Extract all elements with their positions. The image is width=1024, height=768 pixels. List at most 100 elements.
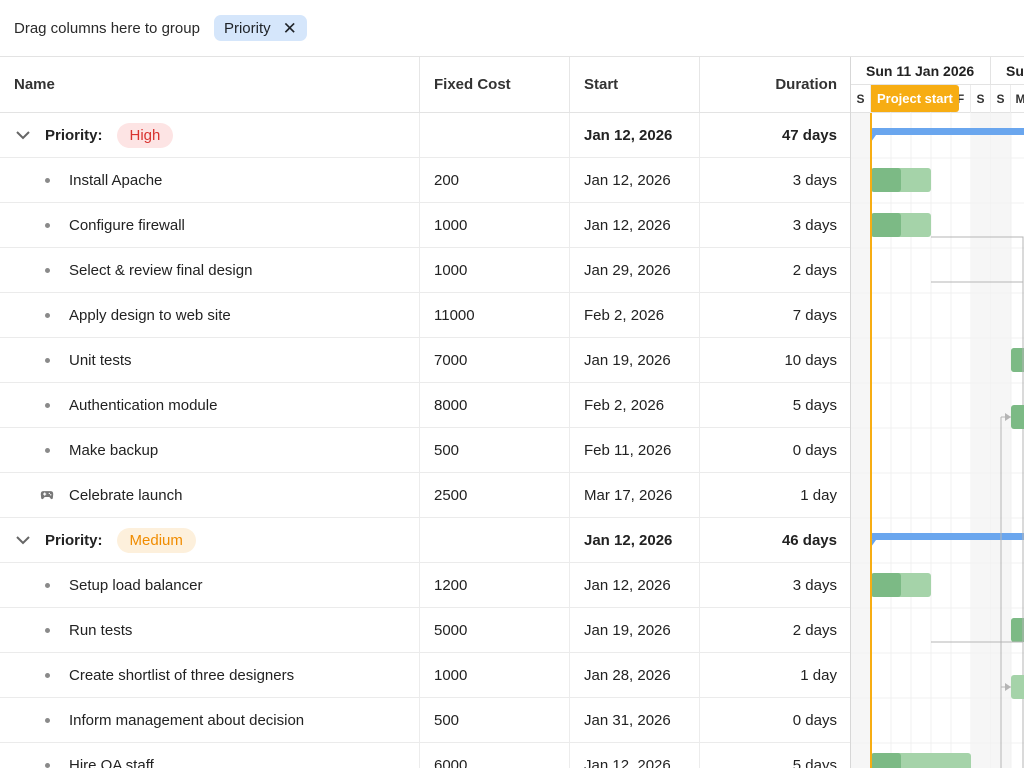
task-row[interactable]: Authentication module 8000 Feb 2, 2026 5 da… [0, 383, 850, 428]
start-cell[interactable]: Jan 28, 2026 [570, 653, 700, 697]
group-chip-priority[interactable]: Priority ✕ [213, 15, 307, 41]
task-row[interactable]: Create shortlist of three designers 1000 J… [0, 653, 850, 698]
fixed-cost-cell[interactable]: 7000 [420, 338, 570, 382]
task-row[interactable]: Run tests 5000 Jan 19, 2026 2 days [0, 608, 850, 653]
task-name-cell[interactable]: Create shortlist of three designers [0, 653, 420, 697]
duration-cell[interactable]: 5 days [792, 396, 837, 414]
fixed-cost-cell[interactable]: 8000 [420, 383, 570, 427]
task-name-cell[interactable]: Inform management about decision [0, 698, 420, 742]
task-bar-progress[interactable] [871, 753, 901, 768]
task-bar-progress[interactable] [871, 213, 901, 237]
start-cell[interactable]: Feb 2, 2026 [570, 383, 700, 427]
task-bar-progress[interactable] [1011, 618, 1024, 642]
fixed-cost-cell[interactable]: 11000 [420, 293, 570, 337]
fixed-cost-cell[interactable]: 1000 [420, 653, 570, 697]
task-bar-partial[interactable] [1011, 675, 1024, 699]
column-header-name[interactable]: Name [0, 57, 420, 112]
task-name-cell[interactable]: Unit tests [0, 338, 420, 382]
fixed-cost-cell[interactable]: 1200 [420, 563, 570, 607]
bullet-icon [40, 627, 54, 633]
start-cell[interactable]: Jan 29, 2026 [570, 248, 700, 292]
duration-cell[interactable]: 2 days [792, 261, 837, 279]
group-row[interactable]: Priority: High Jan 12, 2026 47 days [0, 113, 850, 158]
task-row[interactable]: Make backup 500 Feb 11, 2026 0 days [0, 428, 850, 473]
group-row[interactable]: Priority: Medium Jan 12, 2026 46 days [0, 518, 850, 563]
task-bar-partial[interactable] [1011, 405, 1024, 429]
timeline-day-label: S [991, 85, 1011, 113]
bullet-icon [40, 312, 54, 318]
duration-cell[interactable]: 2 days [792, 621, 837, 639]
task-name: Run tests [69, 621, 133, 639]
group-by-bar[interactable]: Drag columns here to group Priority ✕ [0, 0, 1024, 57]
task-name-cell[interactable]: Authentication module [0, 383, 420, 427]
task-row[interactable]: Setup load balancer 1200 Jan 12, 2026 3 day… [0, 563, 850, 608]
duration-cell[interactable]: 0 days [792, 711, 837, 729]
duration-cell[interactable]: 1 day [800, 666, 837, 684]
task-name-cell[interactable]: Run tests [0, 608, 420, 652]
fixed-cost-cell[interactable]: 1000 [420, 203, 570, 247]
dependency-arrow [1005, 413, 1011, 421]
start-cell[interactable]: Jan 31, 2026 [570, 698, 700, 742]
task-name-cell[interactable]: Configure firewall [0, 203, 420, 247]
task-name-cell[interactable]: Install Apache [0, 158, 420, 202]
column-header-start[interactable]: Start [570, 57, 700, 112]
timeline-day-label: M [1011, 85, 1024, 113]
task-row[interactable]: Inform management about decision 500 Jan 3… [0, 698, 850, 743]
start-cell[interactable]: Feb 2, 2026 [570, 293, 700, 337]
task-bar-progress[interactable] [1011, 348, 1024, 372]
summary-bar[interactable] [871, 533, 1024, 540]
fixed-cost-cell[interactable]: 2500 [420, 473, 570, 517]
task-name-cell[interactable]: Make backup [0, 428, 420, 472]
duration-cell[interactable]: 7 days [792, 306, 837, 324]
chevron-down-icon[interactable] [14, 535, 32, 545]
task-name-cell[interactable]: Apply design to web site [0, 293, 420, 337]
task-name-cell[interactable]: Hire QA staff [0, 743, 420, 768]
task-name: Select & review final design [69, 261, 253, 279]
summary-bar[interactable] [871, 128, 1024, 135]
fixed-cost-cell[interactable]: 6000 [420, 743, 570, 768]
task-name-cell[interactable]: Celebrate launch [0, 473, 420, 517]
task-row[interactable]: Install Apache 200 Jan 12, 2026 3 days [0, 158, 850, 203]
fixed-cost-cell[interactable]: 500 [420, 428, 570, 472]
summary-bar-cap[interactable] [871, 135, 876, 142]
duration-cell[interactable]: 3 days [792, 576, 837, 594]
chevron-down-icon[interactable] [14, 130, 32, 140]
start-cell[interactable]: Jan 19, 2026 [570, 338, 700, 382]
column-header-fixed-cost[interactable]: Fixed Cost [420, 57, 570, 112]
project-start-marker-label[interactable]: Project start [871, 85, 959, 112]
column-header-duration[interactable]: Duration [775, 76, 837, 93]
task-row[interactable]: Configure firewall 1000 Jan 12, 2026 3 days [0, 203, 850, 248]
duration-cell[interactable]: 3 days [792, 171, 837, 189]
duration-cell[interactable]: 1 day [800, 486, 837, 504]
duration-cell[interactable]: 3 days [792, 216, 837, 234]
duration-cell[interactable]: 5 days [792, 756, 837, 768]
fixed-cost-cell[interactable]: 1000 [420, 248, 570, 292]
task-row[interactable]: Select & review final design 1000 Jan 29, … [0, 248, 850, 293]
task-grid: Name Fixed Cost Start Duration Priority:… [0, 57, 851, 768]
task-bar-progress[interactable] [871, 573, 901, 597]
duration-cell[interactable]: 0 days [792, 441, 837, 459]
task-name-cell[interactable]: Setup load balancer [0, 563, 420, 607]
task-row[interactable]: Hire QA staff 6000 Jan 12, 2026 5 days [0, 743, 850, 768]
task-row[interactable]: Celebrate launch 2500 Mar 17, 2026 1 day [0, 473, 850, 518]
group-label: Priority: [45, 531, 103, 549]
start-cell[interactable]: Mar 17, 2026 [570, 473, 700, 517]
start-cell[interactable]: Jan 12, 2026 [570, 743, 700, 768]
task-name: Configure firewall [69, 216, 185, 234]
bullet-icon [40, 447, 54, 453]
close-icon[interactable]: ✕ [282, 18, 297, 38]
fixed-cost-cell[interactable]: 5000 [420, 608, 570, 652]
start-cell[interactable]: Jan 12, 2026 [570, 203, 700, 247]
start-cell[interactable]: Jan 12, 2026 [570, 158, 700, 202]
task-row[interactable]: Unit tests 7000 Jan 19, 2026 10 days [0, 338, 850, 383]
task-row[interactable]: Apply design to web site 11000 Feb 2, 2026… [0, 293, 850, 338]
duration-cell[interactable]: 10 days [784, 351, 837, 369]
task-name-cell[interactable]: Select & review final design [0, 248, 420, 292]
start-cell[interactable]: Jan 19, 2026 [570, 608, 700, 652]
task-bar-progress[interactable] [871, 168, 901, 192]
start-cell[interactable]: Jan 12, 2026 [570, 563, 700, 607]
summary-bar-cap[interactable] [871, 540, 876, 547]
fixed-cost-cell[interactable]: 500 [420, 698, 570, 742]
fixed-cost-cell[interactable]: 200 [420, 158, 570, 202]
start-cell[interactable]: Feb 11, 2026 [570, 428, 700, 472]
